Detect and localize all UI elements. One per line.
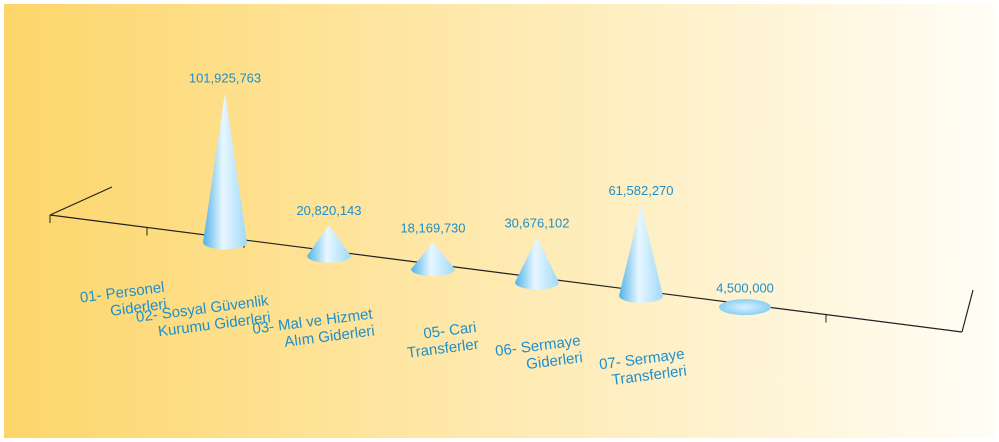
axis-back-left [49,186,113,216]
cone-body [203,92,247,250]
category-label-line: 05- Cari [422,319,477,343]
axis-floor-line [49,214,963,333]
value-label: 61,582,270 [608,183,673,198]
cone-bar [307,225,351,263]
value-label: 101,925,763 [189,70,261,85]
value-label: 30,676,102 [504,215,569,230]
cone-base-disc [719,299,771,316]
value-label: 18,169,730 [400,220,465,235]
cone-body [307,225,351,263]
chart-background [4,4,995,438]
cone-bar [203,92,247,250]
cone-body [619,205,663,303]
value-label: 4,500,000 [716,281,774,296]
cone-bar [515,237,559,290]
cone-layer [203,92,771,316]
value-label: 20,820,143 [296,203,361,218]
cone-body [515,237,559,290]
axis-back-right [961,289,974,333]
cone-bar [619,205,663,303]
cone-bar [719,299,771,316]
category-label: 02- Sosyal GüvenlikKurumu Giderleri [135,292,272,343]
cone-bar [411,242,455,277]
cone-body [411,242,455,277]
